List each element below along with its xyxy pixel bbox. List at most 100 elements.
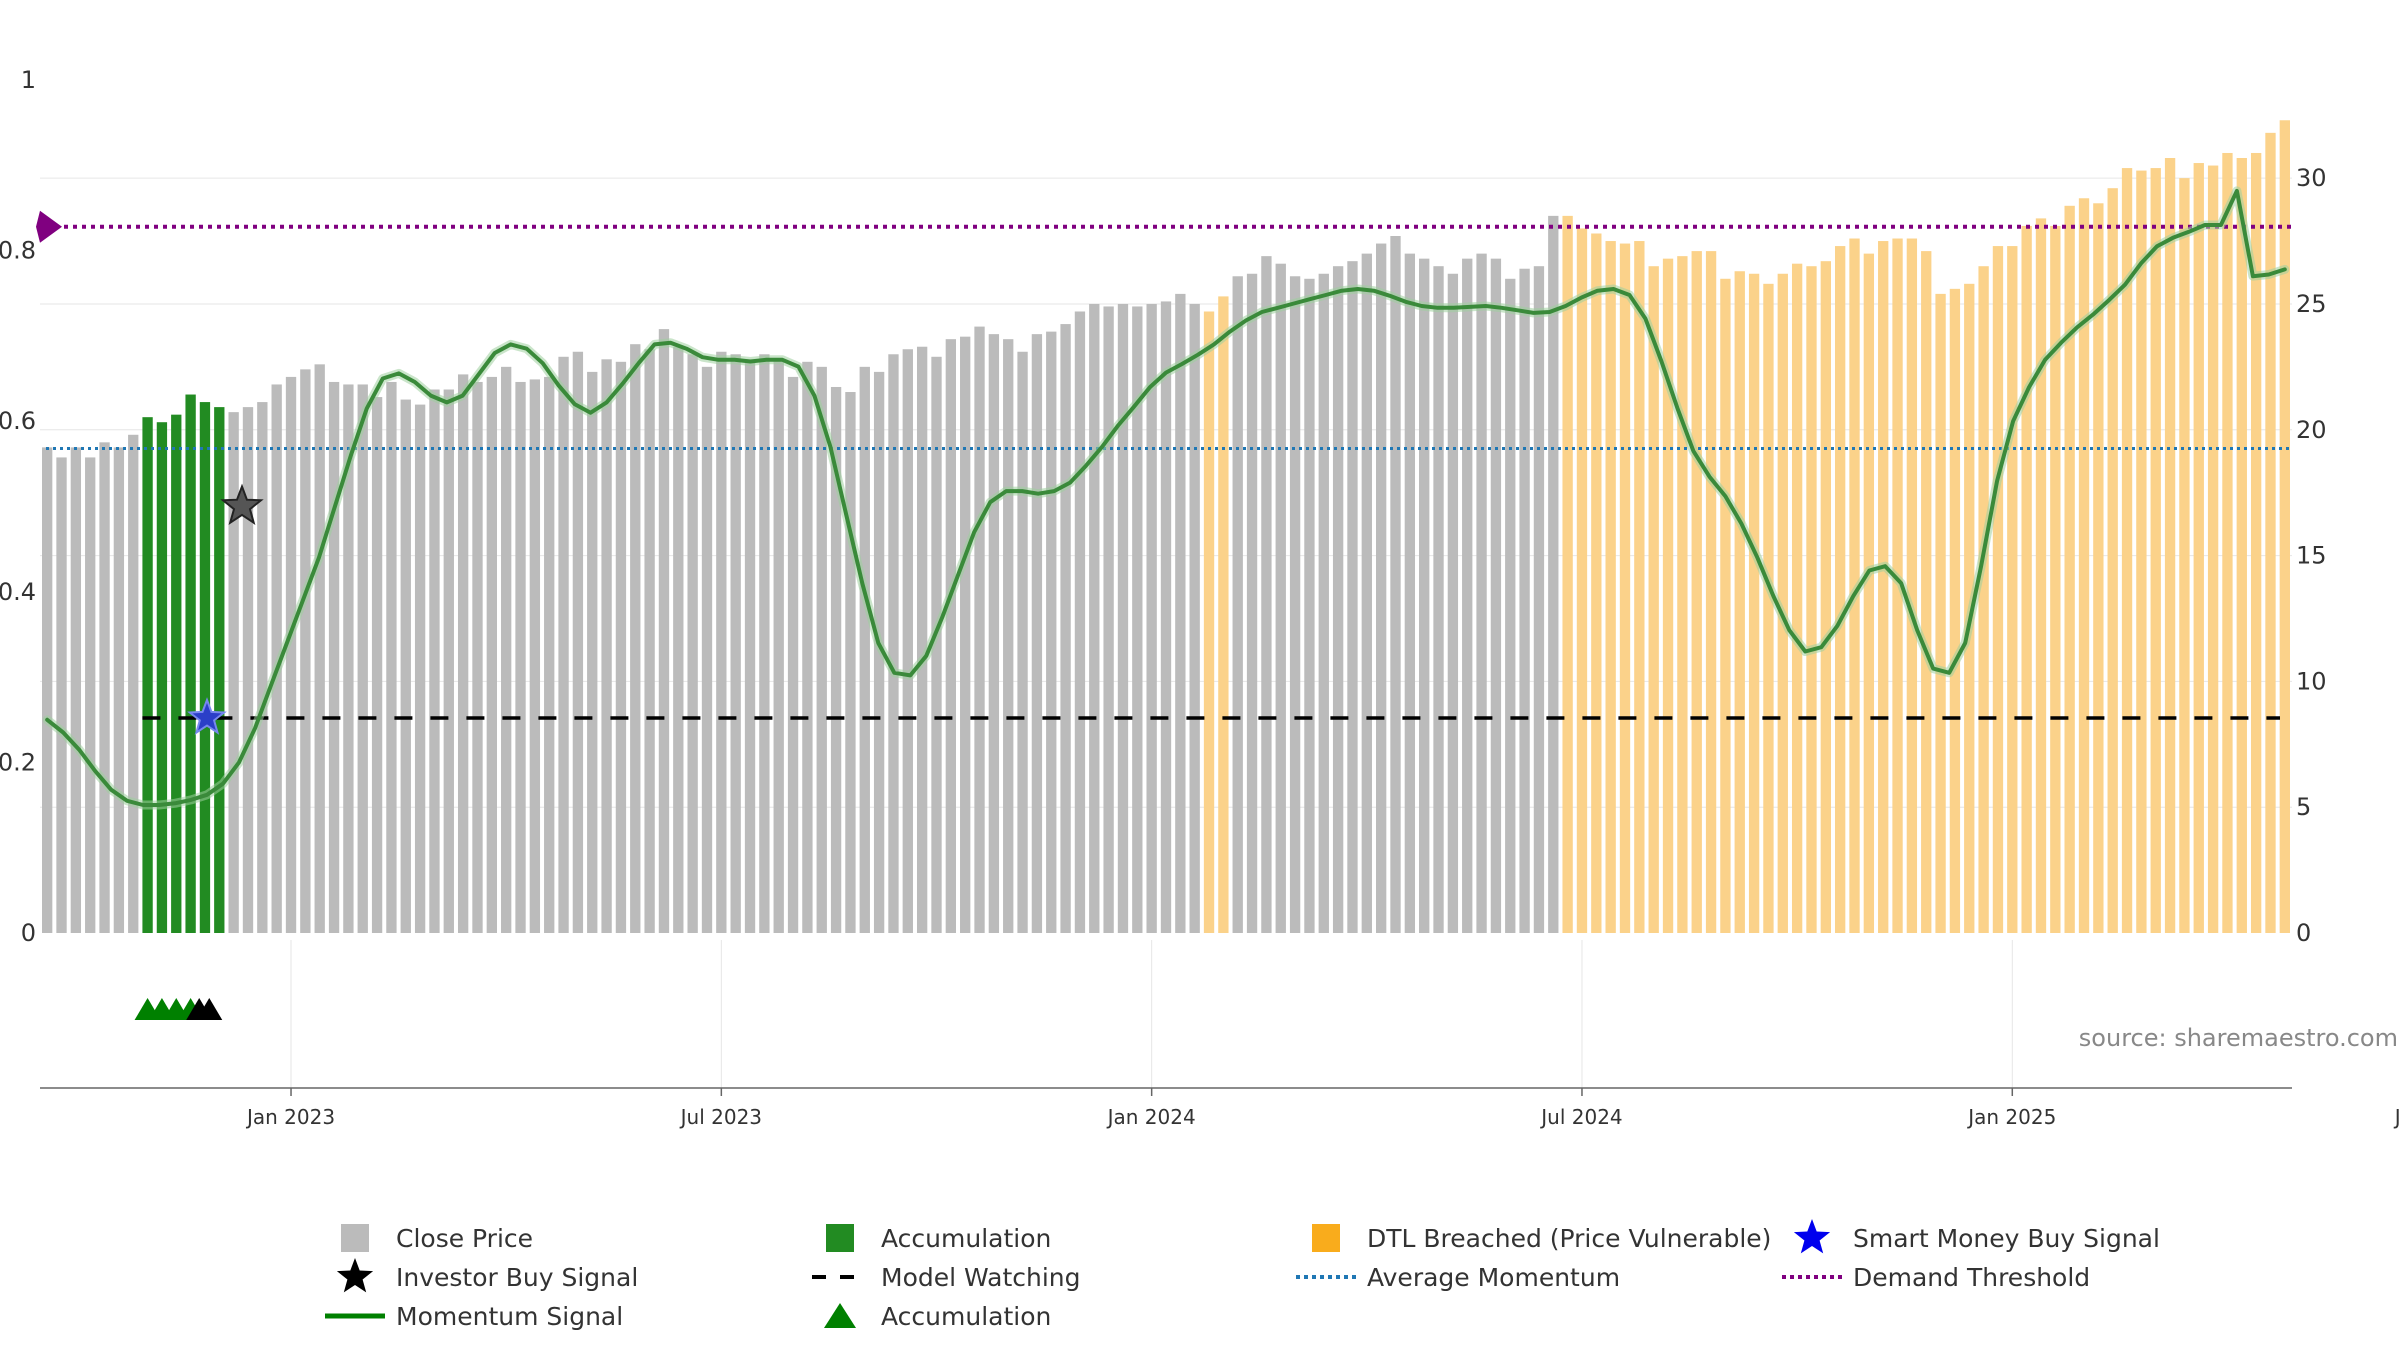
price-bar — [357, 384, 368, 933]
price-bar — [802, 361, 813, 933]
price-bar — [1003, 339, 1014, 933]
dtl-breached-bar — [2035, 218, 2047, 933]
price-bar — [759, 354, 770, 933]
dtl-breached-bar — [1820, 261, 1831, 933]
price-bar — [1505, 278, 1516, 933]
dtl-breached-bar — [2093, 203, 2104, 933]
signal-markers — [187, 483, 264, 735]
price-bar — [902, 349, 913, 934]
price-bar — [730, 354, 741, 933]
price-bar — [931, 356, 942, 933]
dtl-breached-bar — [1662, 258, 1674, 933]
dtl-breached-bar — [1691, 251, 1702, 933]
price-bar — [285, 376, 297, 934]
price-bar — [1375, 243, 1387, 933]
legend-label: Accumulation — [881, 1224, 1051, 1253]
lower-panel: Jan 2023 Jul 2023 Jan 2024 Jul 2024 Jan 2025… — [40, 998, 2400, 1129]
smart-money-buy-signal-star — [187, 697, 227, 735]
price-bar — [1419, 258, 1430, 933]
accumulation-bar — [156, 422, 168, 933]
legend-label: Accumulation — [881, 1302, 1051, 1331]
price-bar — [529, 379, 541, 933]
x-tick-label: Jan 2023 — [245, 1105, 335, 1129]
legend-triangle — [824, 1303, 856, 1328]
price-bar — [1390, 236, 1401, 933]
dtl-breached-bar — [1218, 296, 1229, 934]
dtl-breached-bar — [2279, 120, 2290, 934]
price-bar — [716, 351, 727, 933]
price-bar — [1103, 306, 1114, 933]
accumulation-bar — [142, 417, 153, 933]
accumulation-bar — [214, 407, 225, 933]
price-bar — [85, 457, 96, 933]
price-bar — [1433, 266, 1444, 934]
dtl-breached-bar — [2078, 198, 2090, 933]
dtl-breached-bar — [1835, 246, 1846, 933]
dtl-breached-bar — [2007, 246, 2018, 933]
price-bar — [630, 344, 641, 933]
price-bar — [687, 354, 698, 933]
dtl-breached-bar — [1720, 278, 1731, 933]
price-bar — [472, 381, 483, 933]
price-bar — [787, 376, 799, 934]
dtl-breached-bar — [1863, 253, 1875, 933]
momentum-line-group — [42, 186, 2290, 810]
price-bar — [343, 384, 354, 933]
price-bar — [486, 376, 497, 934]
price-bar — [1447, 273, 1459, 933]
price-bar — [1462, 258, 1473, 933]
dtl-breached-bar — [1705, 251, 1717, 933]
dtl-breached-bar — [2164, 158, 2176, 934]
right-tick-label: 20 — [2296, 416, 2327, 444]
price-bar — [1304, 278, 1315, 933]
dtl-breached-bar — [1734, 271, 1745, 933]
price-bar — [1046, 331, 1057, 933]
dtl-breached-bar — [1619, 243, 1631, 933]
price-bar — [1533, 266, 1545, 934]
right-tick-label: 30 — [2296, 164, 2327, 192]
price-bar — [888, 354, 899, 933]
dtl-breached-bar — [1777, 273, 1788, 933]
dtl-breached-bar — [1906, 238, 1918, 934]
price-bar — [1189, 303, 1200, 933]
price-bar — [916, 346, 928, 934]
left-tick-label: 0.2 — [0, 748, 36, 776]
dtl-breached-bar — [2021, 225, 2032, 933]
price-bar — [1361, 253, 1372, 933]
dtl-breached-bar — [1763, 283, 1774, 933]
dtl-breached-bar — [2107, 188, 2118, 934]
price-bar — [1132, 306, 1143, 933]
right-tick-label: 25 — [2296, 290, 2327, 318]
dtl-breached-bar — [2050, 225, 2061, 933]
dtl-breached-bar — [1935, 293, 1946, 934]
price-bar — [99, 442, 110, 933]
price-bar — [744, 359, 756, 933]
price-bar — [70, 447, 82, 933]
left-tick-label: 0.8 — [0, 237, 36, 265]
price-bar — [1160, 301, 1172, 933]
price-bar — [1117, 303, 1129, 933]
price-bar — [56, 457, 67, 933]
dtl-breached-bar — [1648, 266, 1659, 934]
legend-label: Model Watching — [881, 1263, 1081, 1292]
right-tick-label: 5 — [2296, 793, 2311, 821]
price-bar — [572, 351, 584, 933]
x-tick-label: Jul 2024 — [1539, 1105, 1622, 1129]
price-bar — [1289, 276, 1301, 933]
right-tick-label: 15 — [2296, 542, 2327, 570]
x-tick-label: Jul 2023 — [679, 1105, 762, 1129]
dtl-breached-bar — [1878, 241, 1889, 934]
dtl-breached-bar — [1949, 288, 1961, 933]
legend-star — [336, 1258, 374, 1293]
dtl-breached-bar — [1806, 266, 1817, 934]
price-bar — [501, 366, 512, 933]
price-bar — [128, 434, 139, 933]
right-tick-label: 0 — [2296, 919, 2311, 947]
price-bar — [1275, 263, 1286, 934]
price-bar — [701, 366, 713, 933]
right-tick-label: 10 — [2296, 667, 2327, 695]
price-bar — [1060, 324, 1071, 934]
price-bar — [1347, 261, 1358, 933]
dtl-breached-bar — [1576, 228, 1588, 934]
